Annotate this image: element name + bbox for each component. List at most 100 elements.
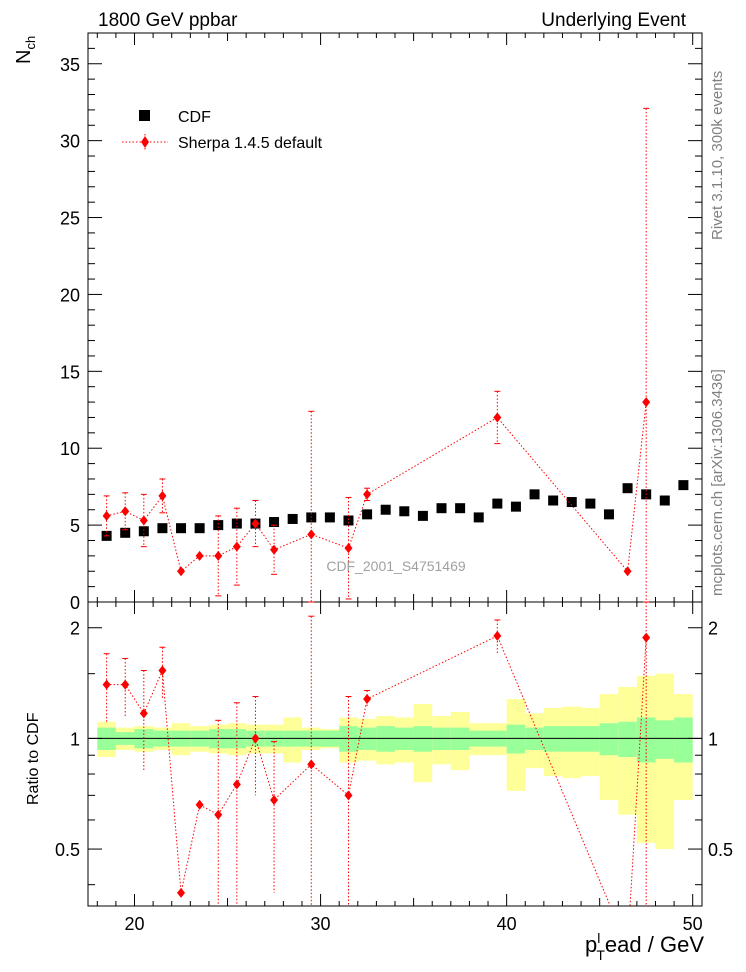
- legend-sherpa-label: Sherpa 1.4.5 default: [178, 135, 323, 152]
- ratio-uncertainty-band: [97, 673, 693, 850]
- main-y-tick-label: 30: [60, 132, 80, 152]
- cdf-point: [510, 501, 521, 512]
- sherpa-ratio-point: [214, 809, 223, 820]
- sherpa-ratio-point: [642, 632, 651, 643]
- x-tick-label: 50: [683, 914, 703, 934]
- sherpa-ratio-point: [195, 799, 204, 810]
- band-inner-bin: [581, 726, 600, 752]
- sherpa-point: [493, 412, 502, 423]
- main-y-tick-label: 15: [60, 362, 80, 382]
- main-y-tick-label: 25: [60, 209, 80, 229]
- sherpa-point: [177, 566, 186, 577]
- cdf-point: [455, 503, 466, 514]
- cdf-point: [436, 503, 447, 514]
- sherpa-ratio-point: [102, 679, 111, 690]
- sherpa-ratio-point: [139, 708, 148, 719]
- cdf-point: [399, 506, 410, 517]
- sherpa-point: [363, 489, 372, 500]
- mcplots-label: mcplots.cern.ch [arXiv:1306.3436]: [709, 369, 726, 596]
- ratio-y-tick-label-right: 2: [708, 619, 718, 639]
- analysis-watermark: CDF_2001_S4751469: [326, 558, 466, 574]
- x-tick-label: 40: [497, 914, 517, 934]
- sherpa-ratio-point: [493, 630, 502, 641]
- legend-sherpa-marker: [141, 136, 149, 148]
- sherpa-ratio-point: [307, 759, 316, 770]
- band-inner-bin: [655, 720, 675, 759]
- x-tick-label: 20: [124, 914, 144, 934]
- cdf-point: [176, 523, 187, 534]
- axis-ticks: 20 30 40 50 0 5 10 15 20 25 30 35 0.5 0.5 1 1 2 2: [55, 33, 733, 934]
- sherpa-ratio-point: [158, 665, 167, 676]
- main-y-tick-label: 10: [60, 439, 80, 459]
- cdf-point: [362, 509, 373, 520]
- cdf-point: [492, 498, 503, 509]
- ratio-y-axis-label: Ratio to CDF: [25, 712, 42, 805]
- sherpa-point: [251, 518, 260, 529]
- band-inner-bin: [562, 726, 582, 752]
- main-y-tick-label: 0: [70, 593, 80, 613]
- cdf-point: [380, 504, 391, 515]
- main-plot-marks: [101, 107, 689, 603]
- sherpa-ratio-point: [251, 733, 260, 744]
- sherpa-ratio-line: [106, 635, 647, 906]
- x-tick-label: 30: [311, 914, 331, 934]
- cdf-point: [473, 512, 484, 523]
- sherpa-ratio-point: [270, 794, 279, 805]
- cdf-point: [529, 489, 540, 500]
- sherpa-point: [102, 510, 111, 521]
- header-right-label: Underlying Event: [541, 10, 686, 31]
- band-inner-bin: [543, 726, 563, 752]
- band-inner-bin: [618, 721, 637, 758]
- band-outer-bin: [655, 673, 675, 850]
- cdf-point: [324, 512, 335, 523]
- main-y-axis-label: Nch: [13, 36, 38, 64]
- legend-cdf-label: CDF: [178, 109, 211, 126]
- cdf-point: [548, 495, 559, 506]
- sherpa-ratio-point: [177, 887, 186, 898]
- sherpa-point: [642, 397, 651, 408]
- ratio-y-tick-label: 2: [70, 619, 80, 639]
- band-inner-bin: [376, 726, 395, 752]
- band-inner-bin: [413, 726, 433, 752]
- band-inner-bin: [506, 724, 526, 754]
- x-axis-label: pl Tead / GeV: [585, 930, 704, 963]
- sherpa-point: [214, 550, 223, 561]
- sherpa-point: [158, 490, 167, 501]
- legend-cdf-marker: [139, 110, 150, 121]
- sherpa-point: [121, 506, 130, 517]
- sherpa-point: [232, 541, 241, 552]
- ratio-y-tick-label-right: 1: [708, 729, 718, 749]
- cdf-point: [194, 523, 205, 534]
- sherpa-point: [623, 566, 632, 577]
- cdf-point: [343, 515, 354, 526]
- band-inner-bin: [599, 723, 619, 756]
- cdf-point: [120, 527, 131, 538]
- cdf-point: [603, 509, 614, 520]
- cdf-point: [417, 510, 428, 521]
- sherpa-point: [270, 544, 279, 555]
- ratio-plot-marks: [102, 602, 651, 906]
- cdf-point: [138, 526, 149, 537]
- cdf-point: [287, 513, 298, 524]
- sherpa-point: [344, 543, 353, 554]
- cdf-point: [157, 523, 168, 534]
- rivet-version-label: Rivet 3.1.10, 300k events: [709, 71, 726, 240]
- sherpa-ratio-point: [344, 790, 353, 801]
- main-y-tick-label: 35: [60, 55, 80, 75]
- cdf-point: [566, 497, 577, 508]
- main-y-tick-label: 20: [60, 285, 80, 305]
- ratio-y-tick-label: 1: [70, 729, 80, 749]
- cdf-point: [678, 480, 689, 491]
- sherpa-ratio-point: [232, 779, 241, 790]
- sherpa-ratio-point: [363, 693, 372, 704]
- cdf-point: [269, 517, 280, 528]
- sherpa-point: [195, 550, 204, 561]
- sherpa-point: [307, 529, 316, 540]
- header-left-label: 1800 GeV ppbar: [98, 10, 238, 31]
- sherpa-ratio-point: [121, 679, 130, 690]
- ratio-y-tick-label-right: 0.5: [708, 840, 733, 860]
- legend: CDF Sherpa 1.4.5 default: [122, 109, 323, 152]
- main-y-tick-label: 5: [70, 516, 80, 536]
- cdf-point: [659, 495, 670, 506]
